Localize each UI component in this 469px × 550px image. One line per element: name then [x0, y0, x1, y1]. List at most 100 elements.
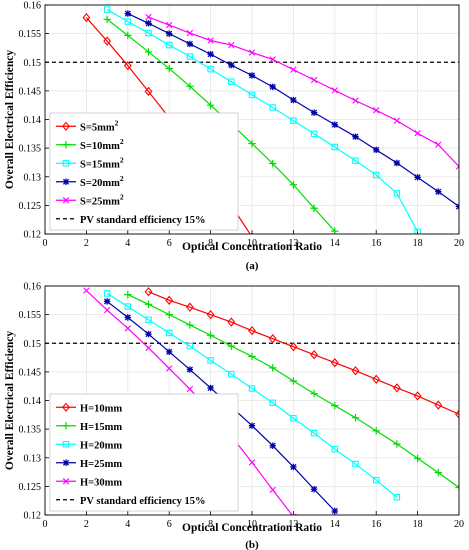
- x-tick-label: 20: [454, 238, 464, 249]
- marker-x: [186, 29, 194, 37]
- marker-square: [248, 385, 256, 392]
- legend-item: S=15mm2: [56, 155, 124, 170]
- marker-square: [331, 143, 339, 151]
- marker-x: [248, 459, 256, 466]
- series-h-10mm: [144, 287, 459, 419]
- x-tick-label: 12: [288, 519, 298, 530]
- y-tick-label: 0.13: [24, 172, 42, 183]
- marker-diamond: [455, 409, 459, 419]
- marker-x: [124, 325, 131, 332]
- y-tick-label: 0.155: [19, 29, 42, 40]
- marker-diamond: [248, 326, 256, 336]
- panel-label: (a): [246, 260, 259, 272]
- x-tick-label: 10: [247, 519, 257, 530]
- marker-diamond: [103, 36, 112, 46]
- x-tick-label: 18: [413, 519, 423, 530]
- marker-star: [435, 188, 442, 195]
- marker-square: [352, 460, 359, 468]
- x-tick-label: 10: [247, 238, 257, 249]
- marker-square: [372, 476, 380, 484]
- marker-square: [414, 228, 421, 234]
- x-tick-label: 20: [454, 519, 464, 530]
- x-tick-label: 4: [125, 519, 130, 530]
- y-axis-label: Overall Electrical Efficiency: [4, 50, 16, 189]
- marker-x: [186, 385, 194, 393]
- y-axis-label: Overall Electrical Efficiency: [4, 331, 16, 470]
- marker-square: [269, 399, 276, 407]
- marker-x: [310, 76, 318, 84]
- legend-item: S=20mm2: [56, 174, 124, 189]
- marker-square: [207, 357, 214, 364]
- legend-label: S=25mm2: [80, 192, 124, 207]
- marker-x: [414, 130, 421, 137]
- x-tick-label: 8: [208, 519, 213, 530]
- series-s-25mm: [145, 13, 459, 170]
- marker-diamond: [206, 309, 215, 320]
- y-tick-label: 0.145: [19, 86, 42, 97]
- marker-star: [310, 109, 318, 116]
- x-tick-label: 0: [43, 238, 48, 249]
- legend-item: S=5mm2: [56, 118, 119, 133]
- series-h-20mm: [103, 290, 401, 501]
- marker-x: [62, 478, 70, 485]
- y-tick-label: 0.12: [24, 511, 42, 522]
- marker-plus: [62, 141, 70, 149]
- legend-label: H=30mm: [80, 477, 122, 488]
- y-tick-label: 0.15: [24, 58, 42, 69]
- marker-square: [310, 429, 318, 437]
- marker-plus: [124, 290, 132, 299]
- chart-panel-a: 0 2 4 6 8 10 12 14 16 18 20 0.12 0.125 0.13 0.135 0.14 0…: [4, 1, 464, 273]
- marker-star: [290, 463, 297, 471]
- marker-square: [352, 157, 359, 164]
- x-tick-label: 0: [43, 519, 48, 530]
- marker-diamond: [434, 400, 443, 410]
- marker-square: [145, 29, 152, 37]
- marker-square: [228, 370, 235, 378]
- axes-frame: [44, 285, 460, 516]
- marker-plus: [165, 310, 173, 319]
- series-s-20mm: [124, 10, 459, 210]
- y-tick-label: 0.12: [24, 230, 42, 241]
- marker-star: [310, 486, 318, 493]
- y-tick-label: 0.125: [19, 201, 42, 212]
- chart-panel-b: 0 2 4 6 8 10 12 14 16 18 20 0.12 0.125 0.13 0.135 0.14 0…: [4, 282, 464, 550]
- marker-square: [290, 414, 297, 422]
- marker-plus: [124, 31, 132, 40]
- marker-diamond: [392, 383, 401, 393]
- marker-plus: [144, 300, 153, 309]
- marker-x: [166, 21, 173, 29]
- marker-x: [455, 163, 459, 170]
- marker-diamond: [144, 86, 153, 97]
- series-line: [148, 16, 459, 167]
- marker-square: [248, 91, 256, 99]
- marker-diamond: [62, 121, 70, 131]
- marker-plus: [289, 377, 298, 385]
- y-tick-label: 0.14: [24, 396, 42, 407]
- marker-plus: [144, 48, 153, 56]
- marker-square: [165, 41, 173, 49]
- marker-square: [165, 329, 173, 337]
- marker-square: [228, 78, 235, 85]
- legend-label: S=10mm2: [80, 137, 124, 152]
- series-h-15mm: [124, 290, 459, 492]
- marker-square: [124, 303, 132, 310]
- y-tick-label: 0.15: [24, 339, 42, 350]
- marker-diamond: [144, 287, 153, 297]
- marker-plus: [62, 422, 70, 430]
- legend-item-reference: PV standard efficiency 15%: [56, 215, 206, 226]
- marker-diamond: [372, 374, 381, 384]
- marker-star: [166, 30, 173, 37]
- marker-plus: [165, 64, 173, 73]
- legend-item: H=15mm: [56, 422, 122, 433]
- marker-square: [393, 494, 401, 501]
- marker-x: [435, 141, 442, 148]
- marker-diamond: [268, 334, 277, 344]
- marker-diamond: [123, 61, 132, 71]
- marker-plus: [289, 181, 298, 189]
- marker-plus: [331, 401, 339, 410]
- marker-diamond: [351, 366, 360, 376]
- marker-square: [310, 130, 318, 138]
- marker-x: [373, 107, 380, 114]
- marker-x: [103, 306, 111, 314]
- legend-label: H=10mm: [80, 403, 122, 414]
